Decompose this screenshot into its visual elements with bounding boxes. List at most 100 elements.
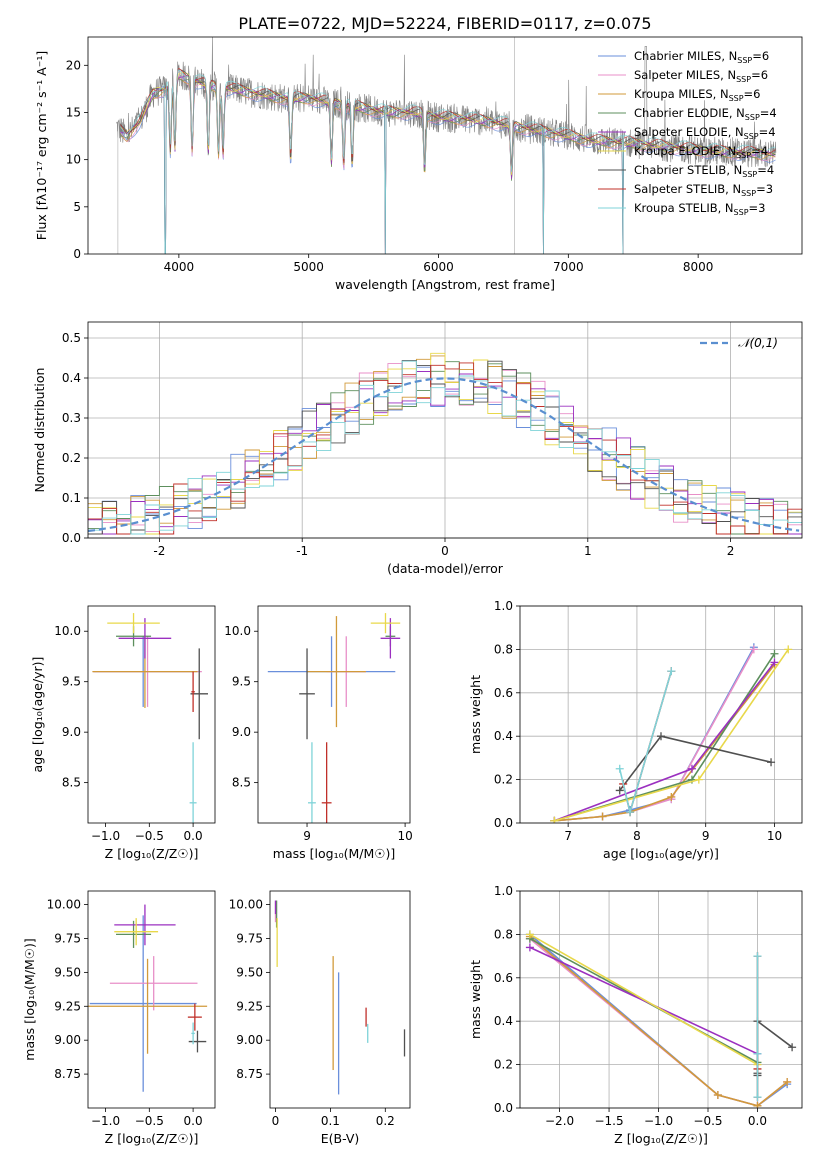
y-tick-label: 9.50 (236, 965, 263, 979)
y-tick-label: 9.00 (236, 1033, 263, 1047)
x-tick-label: 5000 (293, 260, 324, 274)
age-massweight-panel: 7 8 9 10 0.0 0.2 0.4 0.6 0.8 1.0 age [log₁₀(age/yr… (468, 599, 803, 861)
data-spectrum-line (116, 37, 777, 176)
ebv-mass-panel: 0 0.1 0.2 8.75 9.00 9.25 9.50 9.75 10.00 E(B-V) (229, 890, 411, 1146)
mass-weight-marker (753, 1049, 762, 1058)
y-tick-label: 0.8 (494, 642, 513, 656)
x-tick-label: 7 (564, 829, 572, 843)
x-tick-label: -2 (153, 544, 165, 558)
mass-weight-line (554, 646, 755, 822)
x-tick-label: 0 (272, 1114, 280, 1128)
y-tick-label: 0.2 (62, 451, 81, 465)
gaussian-reference-curve (88, 377, 800, 533)
y-tick-label: 1.0 (494, 884, 513, 898)
mass-weight-marker (615, 764, 624, 773)
legend-nssp: , N (713, 87, 729, 101)
mass-weight-marker (788, 1043, 797, 1052)
y-axis-label: Normed distribution (32, 368, 47, 493)
legend-model-name: Chabrier MILES (634, 49, 721, 63)
y-tick-label: 9.75 (236, 931, 263, 945)
legend-nssp: , N (718, 201, 734, 215)
axes-frame (257, 605, 411, 824)
x-tick-label: -1 (296, 544, 308, 558)
legend-nssp-val: =4 (760, 106, 777, 120)
y-tick-label: 0.1 (62, 491, 81, 505)
x-tick-label: 7000 (553, 260, 584, 274)
mass-weight-marker (525, 943, 534, 952)
legend-model-name: Chabrier ELODIE (634, 106, 729, 120)
mass-weight-marker (626, 808, 635, 817)
legend-nssp: , N (726, 163, 742, 177)
x-tick-label: 8 (633, 829, 641, 843)
legend-nssp-val: =6 (751, 68, 768, 82)
legend-nssp-sub: SSP (737, 56, 752, 65)
axes-frame (87, 321, 803, 539)
mass-weight-marker (667, 792, 676, 801)
y-axis-label: mass weight (468, 675, 483, 754)
residual-histogram-step (88, 352, 802, 535)
mass-weight-line (554, 661, 776, 822)
plot-area (550, 643, 793, 823)
y-tick-label: 0.8 (494, 927, 513, 941)
legend-nssp-val: =3 (749, 201, 766, 215)
x-tick-label: −1.0 (91, 1114, 120, 1128)
x-axis-label: Z [log₁₀(Z/Z☉)] (614, 1131, 708, 1146)
mass-weight-marker (770, 658, 779, 667)
mass-weight-line (529, 935, 788, 1107)
mass-weight-marker (694, 775, 703, 784)
y-tick-label: 0.2 (494, 1058, 513, 1072)
y-tick-label: 10.0 (54, 624, 81, 638)
legend-model-name: Kroupa STELIB (634, 201, 718, 215)
legend-nssp-val: =6 (752, 49, 769, 63)
mass-weight-line (618, 670, 673, 816)
mass-weight-marker (753, 1101, 762, 1108)
metallicity-age-panel: −1.0 −0.5 0.0 8.5 9.0 9.5 10.0 Z [log₁₀(Z/Z☉)] a… (30, 605, 216, 861)
legend-model-name: Salpeter ELODIE (634, 125, 728, 139)
legend-nssp-sub: SSP (744, 132, 759, 141)
legend-nssp-sub: SSP (736, 75, 751, 84)
legend-nssp: , N (725, 182, 741, 196)
plot-area (267, 613, 401, 823)
y-axis-label: mass [log₁₀(M/M☉)] (22, 938, 37, 1060)
x-tick-label: −0.5 (693, 1114, 722, 1128)
y-tick-label: 9.25 (54, 999, 81, 1013)
legend-nssp-sub: SSP (741, 189, 756, 198)
legend-nssp-val: =6 (744, 87, 761, 101)
x-axis-label: wavelength [Angstrom, rest frame] (335, 277, 555, 292)
y-tick-label: 0.6 (494, 971, 513, 985)
figure-title: PLATE=0722, MJD=52224, FIBERID=0117, z=0… (238, 14, 651, 33)
axes-frame (269, 890, 411, 1109)
x-tick-label: 0.0 (184, 829, 203, 843)
plot-area (116, 37, 777, 254)
legend-model-name: Chabrier STELIB (634, 163, 726, 177)
axes-frame (519, 890, 803, 1109)
y-tick-label: 10.0 (224, 624, 251, 638)
mass-weight-marker (784, 645, 793, 654)
mass-weight-marker (598, 812, 607, 821)
y-tick-label: 0.4 (62, 371, 81, 385)
model-spectrum-line (120, 76, 776, 254)
legend-label: Chabrier MILES, NSSP=6 (634, 49, 769, 65)
mass-weight-marker (667, 667, 676, 676)
mass-weight-marker (767, 758, 776, 767)
mass-weight-marker (770, 649, 779, 658)
y-tick-label: 9.0 (232, 725, 251, 739)
x-tick-label: 2 (727, 544, 735, 558)
legend-label: Chabrier ELODIE, NSSP=4 (634, 106, 777, 122)
x-axis-label: Z [log₁₀(Z/Z☉)] (105, 846, 199, 861)
y-tick-label: 9.75 (54, 931, 81, 945)
x-tick-label: 10 (767, 829, 782, 843)
legend-nssp-sub: SSP (734, 208, 749, 217)
legend-nssp-val: =3 (756, 182, 773, 196)
y-tick-label: 0.4 (494, 729, 513, 743)
spectrum-panel: 4000 5000 6000 7000 8000 0 5 10 15 20 wavelength [… (34, 36, 803, 292)
legend-nssp-sub: SSP (745, 113, 760, 122)
legend-label: Salpeter STELIB, NSSP=3 (634, 182, 773, 198)
x-tick-label: 1 (584, 544, 592, 558)
model-spectrum-line (120, 75, 776, 254)
x-tick-label: −0.5 (135, 829, 164, 843)
legend-nssp-sub: SSP (729, 94, 744, 103)
y-tick-label: 10.00 (229, 898, 263, 912)
x-axis-label: (data-model)/error (387, 561, 504, 576)
